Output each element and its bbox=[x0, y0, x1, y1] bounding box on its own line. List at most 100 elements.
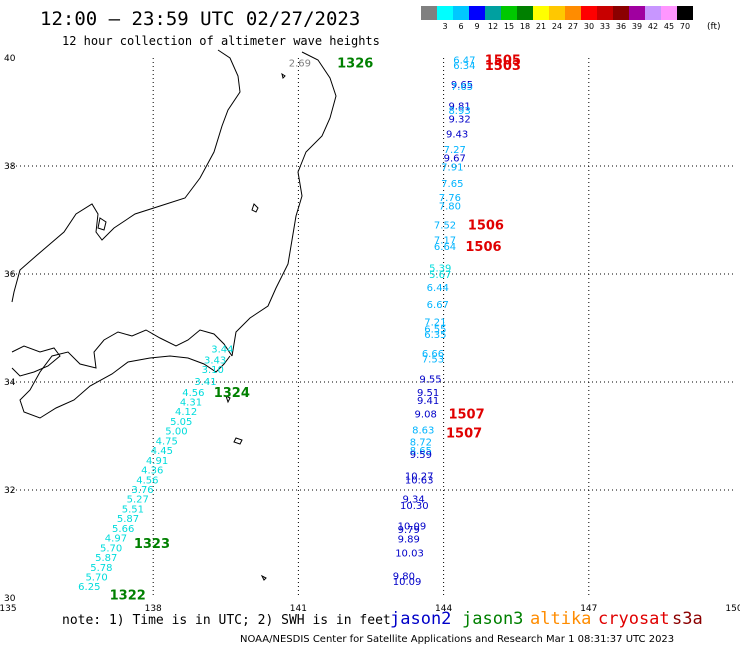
wave-height-value: 8.93 bbox=[448, 106, 470, 117]
wave-height-observations: 2.69 6.476.349.657.659.818.939.329.437.27… bbox=[78, 56, 475, 594]
wave-height-value: 9.32 bbox=[448, 115, 470, 126]
wave-height-value: 9.79 bbox=[398, 525, 420, 536]
wave-height-value: 3.43 bbox=[204, 355, 226, 366]
wave-height-value: 7.91 bbox=[441, 163, 463, 174]
island-6 bbox=[281, 72, 286, 79]
wave-height-value: 4.56 bbox=[136, 475, 158, 486]
wave-height-value: 9.34 bbox=[402, 495, 424, 506]
scale-tick-label: 30 bbox=[583, 22, 595, 31]
japan-coastline bbox=[11, 49, 241, 303]
wave-height-value: 10.03 bbox=[395, 549, 424, 560]
satellite-legend-jason2: jason2 bbox=[390, 609, 452, 629]
scale-swatch bbox=[469, 6, 485, 20]
wave-height-value: 6.47 bbox=[453, 56, 475, 67]
wave-height-value: 10.30 bbox=[400, 501, 429, 512]
wave-height-value: 7.21 bbox=[424, 318, 446, 329]
pass-number-label: 1505 bbox=[485, 54, 521, 69]
pass-number-label: 1322 bbox=[110, 588, 146, 603]
lon-tick-label: 135 bbox=[0, 604, 17, 614]
wave-height-value: 8.65 bbox=[410, 446, 432, 457]
wave-height-value: 4.97 bbox=[105, 534, 127, 545]
scale-tick-label: 36 bbox=[615, 22, 627, 31]
map-subtitle: 12 hour collection of altimeter wave hei… bbox=[62, 34, 380, 48]
honshu-east-coast bbox=[231, 51, 337, 357]
wave-height-value: 10.27 bbox=[405, 472, 434, 483]
pass-number-label: 1503 bbox=[485, 59, 521, 74]
wave-height-value: 8.72 bbox=[410, 437, 432, 448]
wave-height-value: 6.25 bbox=[78, 582, 100, 593]
scale-swatch bbox=[549, 6, 565, 20]
scale-tick-label: 42 bbox=[647, 22, 659, 31]
satellite-legend-altika: altika bbox=[530, 609, 592, 629]
wave-height-value: 4.12 bbox=[175, 407, 197, 418]
wave-height-value: 7.76 bbox=[439, 193, 461, 204]
pass-number-label: 1506 bbox=[465, 240, 501, 255]
wave-height-value: 6.67 bbox=[427, 300, 449, 311]
scale-tick-label: 21 bbox=[535, 22, 547, 31]
wave-height-value: 5.51 bbox=[122, 504, 144, 515]
satellite-legend-cryosat: cryosat bbox=[598, 609, 670, 629]
wave-height-color-scale bbox=[421, 6, 693, 20]
wave-height-value: 9.67 bbox=[444, 153, 466, 164]
wave-height-value: 4.36 bbox=[141, 466, 163, 477]
lon-tick-label: 144 bbox=[435, 604, 452, 614]
island-1 bbox=[97, 217, 107, 231]
lat-tick-label: 30 bbox=[4, 594, 16, 604]
wave-height-value: 10.09 bbox=[398, 522, 427, 533]
wave-height-value: 5.70 bbox=[100, 543, 122, 554]
wave-height-value: 3.76 bbox=[131, 485, 153, 496]
lat-tick-label: 32 bbox=[4, 486, 15, 496]
scale-tick-label: 9 bbox=[474, 22, 480, 31]
scale-unit-label: (ft) bbox=[707, 22, 721, 32]
wave-height-value: 5.78 bbox=[90, 563, 112, 574]
map-title: 12:00 — 23:59 UTC 02/27/2023 bbox=[40, 8, 361, 30]
wave-height-value: 2.69 bbox=[289, 58, 311, 69]
scale-tick-labels: 3 6 9 12 15 18 21 24 27 30 33 36 39 42 45 70 bbox=[421, 22, 693, 31]
lon-tick-label: 138 bbox=[145, 604, 162, 614]
scale-tick-label: 24 bbox=[551, 22, 563, 31]
wave-height-value: 7.80 bbox=[439, 202, 461, 213]
wave-height-value: 6.34 bbox=[453, 61, 475, 72]
wave-height-value: 5.87 bbox=[117, 514, 139, 525]
wave-height-value: 3.44 bbox=[211, 345, 233, 356]
wave-height-value: 5.00 bbox=[165, 427, 187, 438]
kanto-coast bbox=[19, 329, 233, 419]
lon-tick-label: 141 bbox=[290, 604, 307, 614]
lat-tick-label: 34 bbox=[4, 378, 16, 388]
wave-height-value: 5.39 bbox=[429, 264, 451, 275]
scale-tick-label: 6 bbox=[458, 22, 464, 31]
shikoku-coast bbox=[11, 345, 61, 377]
satellite-legend-s3a: s3a bbox=[672, 609, 703, 629]
wave-height-value: 5.67 bbox=[429, 270, 451, 281]
wave-height-value: 7.52 bbox=[434, 220, 456, 231]
pass-number-label: 1507 bbox=[448, 407, 484, 422]
pass-number-label: 1506 bbox=[468, 218, 504, 233]
wave-height-value: 9.81 bbox=[448, 102, 470, 113]
wave-height-value: 5.27 bbox=[127, 495, 149, 506]
scale-swatch bbox=[485, 6, 501, 20]
scale-tick-label: 12 bbox=[487, 22, 499, 31]
wave-height-value: 6.35 bbox=[424, 330, 446, 341]
wave-height-value: 9.59 bbox=[410, 450, 432, 461]
scale-swatch bbox=[645, 6, 661, 20]
scale-swatch bbox=[453, 6, 469, 20]
wave-height-value: 7.17 bbox=[434, 236, 456, 247]
wave-height-value: 10.63 bbox=[405, 475, 434, 486]
scale-swatch bbox=[613, 6, 629, 20]
lon-tick-label: 147 bbox=[580, 604, 597, 614]
lat-lon-grid bbox=[8, 58, 734, 598]
wave-height-value: 5.87 bbox=[95, 553, 117, 564]
scale-swatch bbox=[533, 6, 549, 20]
wave-height-value: 9.41 bbox=[417, 396, 439, 407]
wave-height-value: 7.27 bbox=[444, 145, 466, 156]
scale-swatch bbox=[565, 6, 581, 20]
wave-height-value: 4.56 bbox=[182, 388, 204, 399]
pass-number-label: 1323 bbox=[134, 537, 170, 552]
lat-tick-label: 36 bbox=[4, 270, 16, 280]
island-2 bbox=[251, 203, 259, 213]
wave-height-value: 9.80 bbox=[393, 571, 415, 582]
wave-height-value: 9.89 bbox=[398, 535, 420, 546]
satellite-legend-jason3: jason3 bbox=[462, 609, 524, 629]
pass-number-label: 1507 bbox=[446, 426, 482, 441]
